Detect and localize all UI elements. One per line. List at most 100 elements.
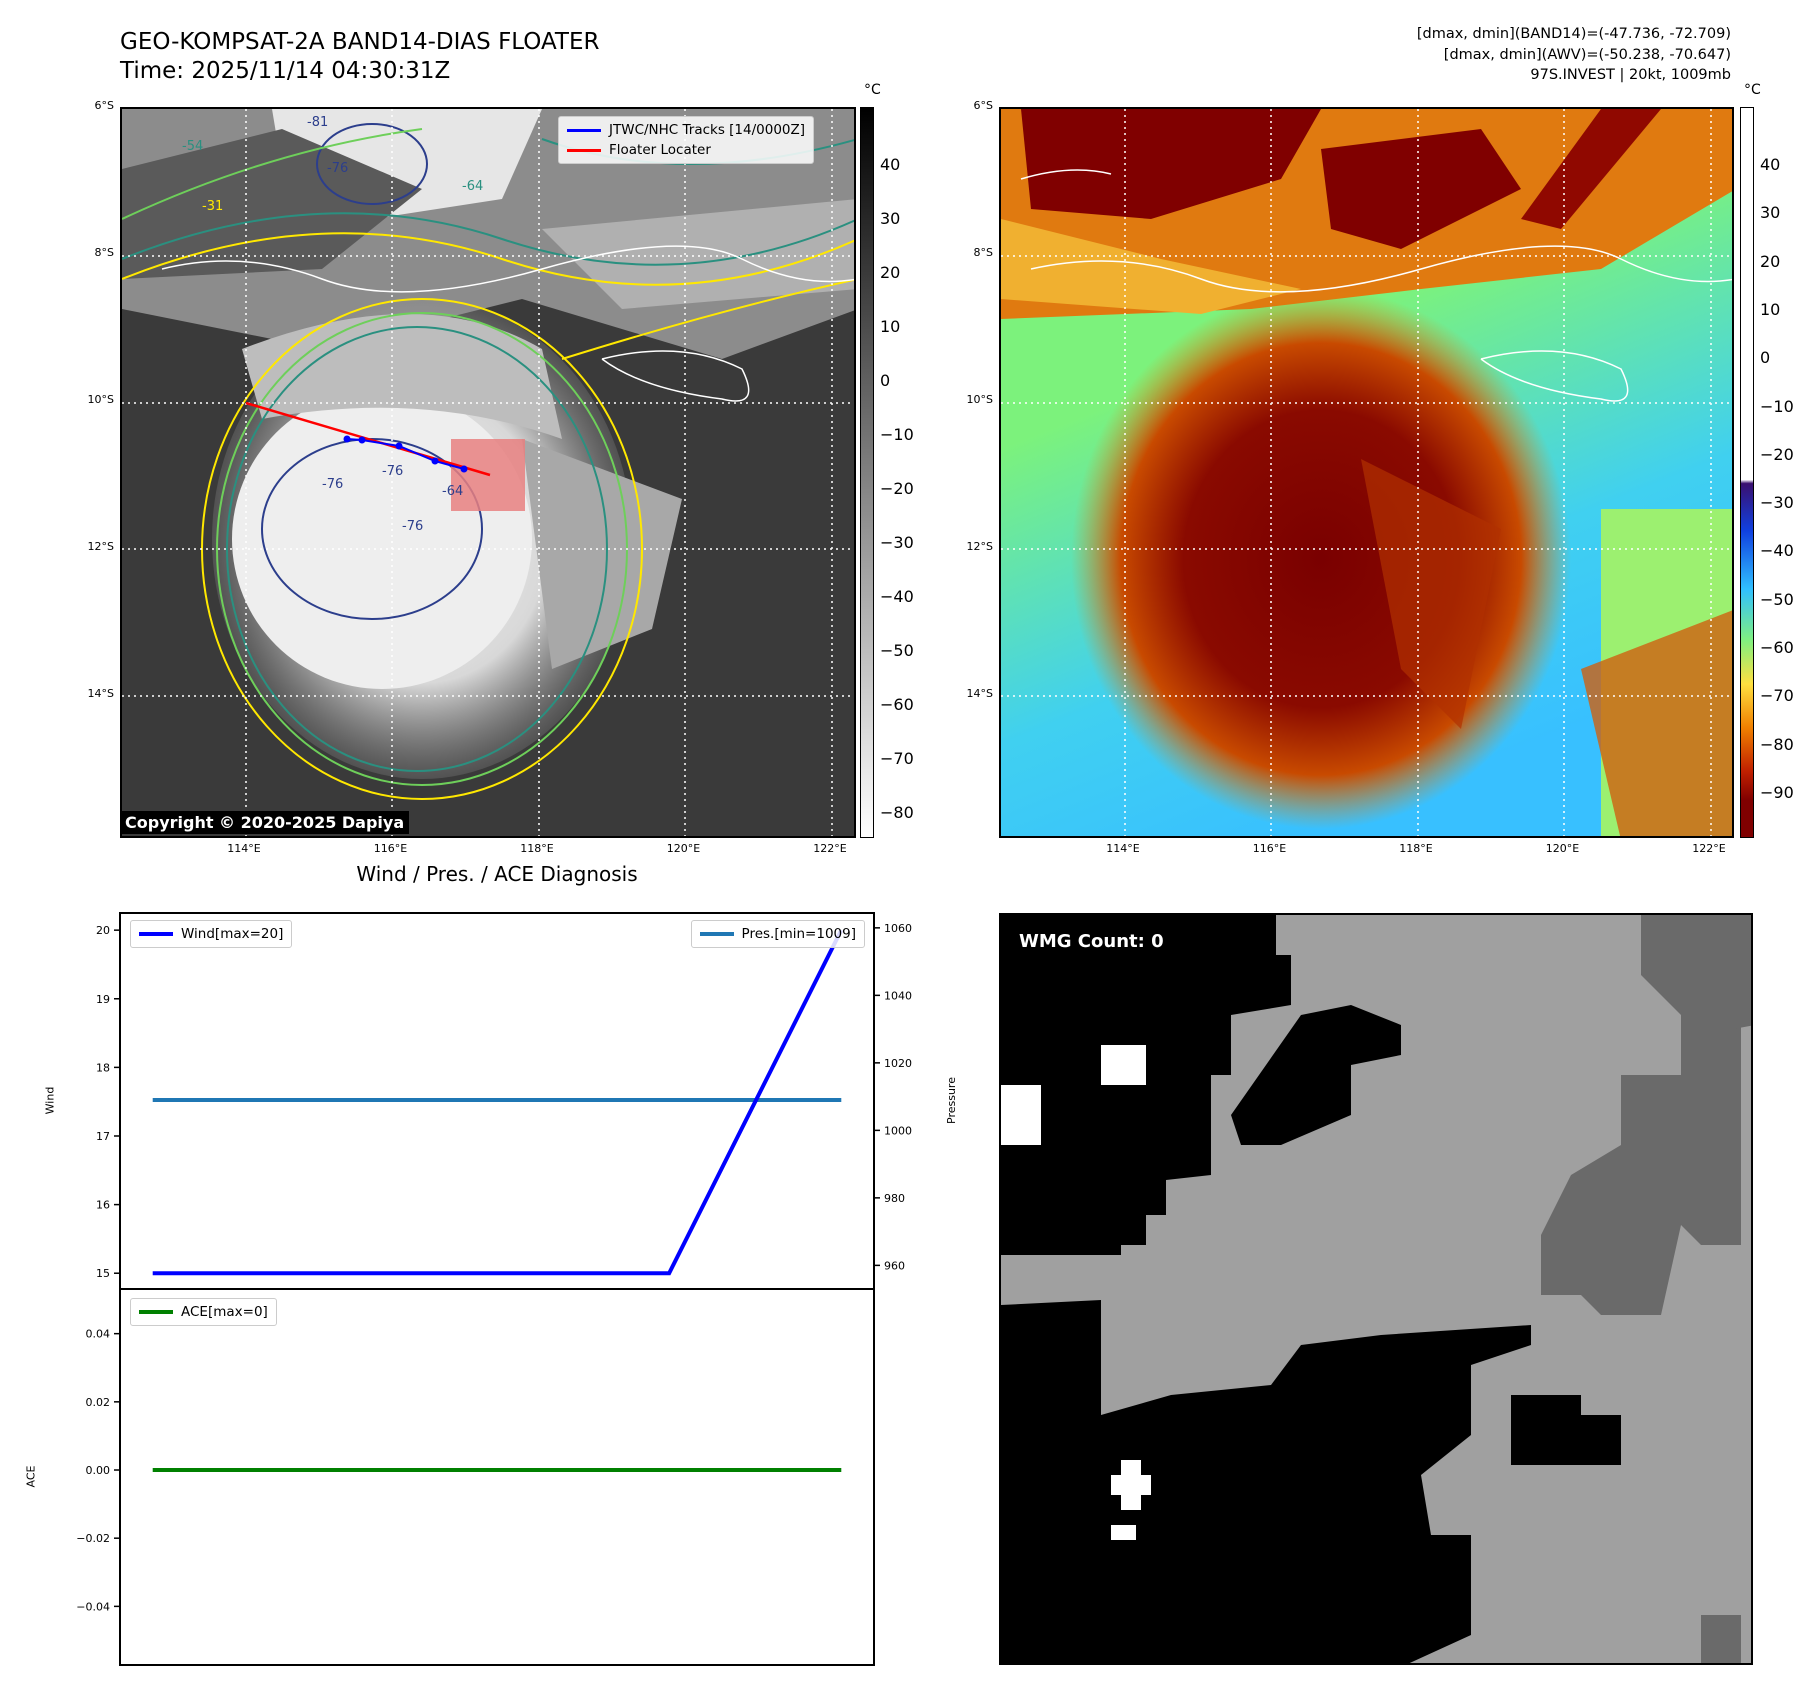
pressure-tick-label: 1060 [884, 922, 912, 935]
colorbar-tick: −20 [1760, 444, 1794, 464]
awv-imagery [1001, 109, 1732, 836]
colorbar-tick: −30 [880, 533, 914, 552]
lat-label: 10°S [966, 393, 993, 406]
contour-label: -76 [402, 519, 424, 534]
pressure-tick-label: 980 [884, 1192, 905, 1205]
copyright: Copyright © 2020-2025 Dapiya [120, 811, 410, 834]
wmg-count-label: WMG Count: 0 [1015, 929, 1168, 954]
pressure-tick-label: 960 [884, 1259, 905, 1272]
lon-label: 120°E [666, 842, 701, 855]
colorbar-tick: 40 [880, 155, 901, 174]
band14-ir-map: JTWC/NHC Tracks [14/0000Z] Floater Locat… [120, 107, 856, 838]
wind-tick-label: 20 [96, 924, 110, 937]
lon-label: 118°E [520, 842, 554, 855]
colorbar-tick: 10 [880, 317, 901, 336]
wind-tick-label: 16 [96, 1199, 110, 1212]
legend-floater: Floater Locater [567, 140, 805, 160]
colorbar-tick: −50 [1760, 589, 1794, 609]
pressure-legend: Pres.[min=1009] [690, 920, 865, 948]
lat-label: 6°S [94, 99, 114, 112]
ace-axis-label: ACE [24, 1465, 38, 1488]
contour-label: -76 [322, 477, 344, 492]
lat-label: 6°S [973, 99, 993, 112]
colorbar-unit: °C [864, 82, 881, 98]
wmg-mask [1001, 915, 1751, 1663]
ace-tick-label: 0.02 [86, 1396, 111, 1409]
contour-label: -31 [202, 199, 224, 214]
colorbar-tick: 10 [1760, 299, 1781, 319]
lon-label: 114°E [1106, 842, 1140, 855]
colorbar-tick: 30 [1760, 203, 1781, 223]
ir-imagery [122, 109, 854, 836]
colorbar-tick: −40 [880, 587, 914, 606]
figure-title: GEO-KOMPSAT-2A BAND14-DIAS FLOATER Time:… [120, 28, 600, 86]
colorbar-tick: −80 [880, 803, 914, 822]
floater-swatch-icon [567, 148, 601, 152]
colorbar-tick: 0 [1760, 348, 1771, 368]
colorbar-tick: 0 [880, 371, 891, 390]
pressure-axis-label: Pressure [944, 1077, 958, 1124]
awv-range: [dmax, dmin](AWV)=(-50.238, -70.647) [1443, 46, 1731, 63]
ace-legend: ACE[max=0] [130, 1298, 277, 1326]
legend-label: Pres.[min=1009] [741, 926, 856, 942]
colorbar-tick: −10 [880, 425, 914, 444]
colorbar-tick: −80 [1760, 734, 1794, 754]
ace-swatch-icon [139, 1310, 173, 1314]
ace-tick-label: 0.04 [86, 1328, 111, 1341]
colorbar-tick: −10 [1760, 396, 1794, 416]
colorbar-tick: −90 [1760, 782, 1794, 802]
ace-tick-label: −0.04 [76, 1600, 110, 1613]
pressure-tick-label: 1040 [884, 989, 912, 1002]
lon-label: 120°E [1545, 842, 1580, 855]
storm-info: 97S.INVEST | 20kt, 1009mb [1530, 67, 1731, 83]
colorbar-tick: −60 [880, 695, 914, 714]
colorbar-tick: 30 [880, 209, 901, 228]
title-line: GEO-KOMPSAT-2A BAND14-DIAS FLOATER [120, 29, 600, 55]
wind-tick-label: 19 [96, 993, 110, 1006]
wind-tick-label: 17 [96, 1130, 110, 1143]
pressure-tick-label: 1000 [884, 1124, 912, 1137]
map-legend: JTWC/NHC Tracks [14/0000Z] Floater Locat… [558, 116, 815, 164]
lon-label: 118°E [1399, 842, 1433, 855]
lat-label: 8°S [94, 246, 114, 259]
contour-label: -54 [182, 139, 204, 154]
time-line: Time: 2025/11/14 04:30:31Z [120, 58, 451, 84]
contour-label: -64 [462, 179, 484, 194]
legend-label: Floater Locater [609, 142, 711, 158]
lon-label: 116°E [1252, 842, 1287, 855]
floater-locater-line [245, 401, 491, 477]
lat-label: 12°S [87, 540, 114, 553]
wind-tick-label: 18 [96, 1061, 110, 1074]
lon-label: 114°E [227, 842, 261, 855]
lon-label: 116°E [373, 842, 408, 855]
wind-tick-label: 15 [96, 1267, 110, 1280]
colorbar-tick: −70 [1760, 686, 1794, 706]
awv-map [999, 107, 1734, 838]
band14-range: [dmax, dmin](BAND14)=(-47.736, -72.709) [1416, 26, 1731, 42]
track-swatch-icon [567, 128, 601, 132]
lat-label: 10°S [87, 393, 114, 406]
colorbar-tick: −50 [880, 641, 914, 660]
lon-label: 122°E [813, 842, 847, 855]
info-block: [dmax, dmin](BAND14)=(-47.736, -72.709) … [1417, 24, 1731, 86]
legend-label: Wind[max=20] [181, 926, 284, 942]
wind-legend: Wind[max=20] [130, 920, 293, 948]
pressure-swatch-icon [699, 932, 734, 936]
wind-swatch-icon [139, 932, 173, 936]
legend-label: JTWC/NHC Tracks [14/0000Z] [609, 122, 806, 138]
lat-label: 12°S [966, 540, 993, 553]
contour-label: -76 [327, 161, 349, 176]
pressure-tick-label: 1020 [884, 1057, 912, 1070]
lat-label: 14°S [87, 687, 114, 700]
ace-axes [119, 1288, 875, 1666]
contour-label: -64 [442, 484, 464, 499]
colorbar-tick: −70 [880, 749, 914, 768]
legend-label: ACE[max=0] [181, 1304, 268, 1320]
colorbar-tick: 20 [880, 263, 901, 282]
colorbar-tick: 40 [1760, 155, 1781, 174]
right-colorbar [1740, 107, 1754, 838]
colorbar-tick: 20 [1760, 251, 1781, 271]
contour-label: -76 [382, 464, 404, 479]
